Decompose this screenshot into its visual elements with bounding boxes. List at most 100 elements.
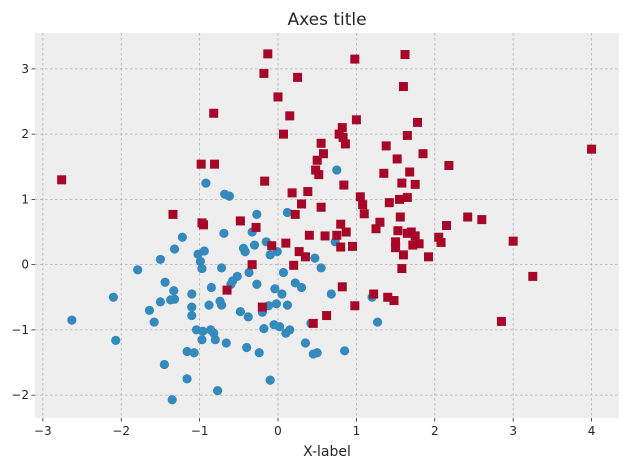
square-marker-point	[57, 175, 67, 185]
circle-marker-point	[282, 300, 293, 310]
square-marker-point	[318, 149, 328, 159]
square-marker-point	[369, 289, 379, 299]
circle-marker-point	[240, 247, 250, 257]
square-marker-point	[398, 250, 408, 260]
y-tick-label: 1	[21, 192, 29, 206]
square-marker-point	[347, 241, 357, 251]
circle-marker-point	[169, 294, 180, 304]
square-marker-point	[395, 194, 405, 204]
circle-marker-point	[216, 300, 227, 310]
square-marker-point	[332, 230, 342, 240]
square-marker-point	[496, 316, 506, 326]
square-marker-point	[341, 227, 351, 237]
square-marker-point	[304, 230, 314, 240]
y-tick-label: 0	[21, 258, 29, 272]
square-marker-point	[375, 217, 385, 227]
circle-marker-point	[326, 289, 336, 299]
circle-marker-point	[144, 305, 155, 315]
circle-marker-point	[242, 342, 252, 353]
circle-marker-point	[312, 348, 322, 358]
square-marker-point	[222, 285, 232, 295]
y-tick-label: 3	[21, 62, 29, 76]
circle-marker-point	[133, 265, 143, 275]
square-marker-point	[312, 155, 322, 165]
square-marker-point	[444, 160, 454, 170]
circle-marker-point	[216, 263, 227, 273]
square-marker-point	[402, 192, 412, 202]
square-marker-point	[351, 115, 361, 125]
square-marker-point	[393, 226, 403, 236]
square-marker-point	[359, 209, 369, 219]
circle-marker-point	[265, 375, 275, 385]
circle-marker-point	[300, 338, 311, 348]
x-tick-label: 1	[353, 424, 361, 438]
x-tick-label: −3	[34, 424, 52, 438]
square-marker-point	[442, 221, 452, 230]
square-marker-point	[398, 82, 408, 92]
square-marker-point	[297, 199, 307, 209]
square-marker-point	[278, 129, 288, 139]
circle-marker-point	[332, 165, 342, 175]
circle-marker-point	[155, 254, 166, 265]
square-marker-point	[247, 260, 257, 270]
square-marker-point	[290, 209, 300, 219]
square-marker-point	[381, 141, 391, 151]
square-marker-point	[371, 224, 381, 234]
square-marker-point	[308, 318, 318, 328]
square-marker-point	[320, 231, 330, 241]
circle-marker-point	[219, 228, 229, 238]
circle-marker-point	[187, 310, 197, 321]
y-tick-label: −2	[11, 388, 29, 402]
circle-marker-point	[254, 348, 264, 358]
square-marker-point	[397, 178, 407, 188]
circle-marker-point	[243, 312, 253, 322]
square-marker-point	[285, 111, 295, 121]
square-marker-point	[293, 72, 303, 82]
circle-marker-point	[197, 335, 207, 345]
square-marker-point	[289, 260, 299, 270]
x-axis-label: X-label	[303, 444, 351, 460]
circle-marker-point	[249, 240, 260, 250]
circle-marker-point	[199, 246, 209, 256]
circle-marker-point	[296, 282, 307, 293]
square-marker-point	[339, 180, 349, 190]
circle-marker-point	[167, 395, 177, 405]
circle-marker-point	[187, 289, 197, 299]
square-marker-point	[257, 302, 267, 312]
circle-marker-point	[270, 284, 280, 294]
square-marker-point	[336, 219, 346, 229]
circle-marker-point	[282, 207, 293, 218]
circle-marker-point	[204, 300, 214, 310]
square-marker-point	[350, 301, 360, 311]
square-marker-point	[410, 231, 420, 241]
circle-marker-point	[224, 191, 235, 201]
circle-marker-point	[169, 244, 180, 254]
square-marker-point	[259, 68, 269, 78]
tick-labels: −3 −2 −1 0 1 2 3 4 −2 −1 0 1 2 3	[11, 62, 595, 438]
x-tick-label: 2	[431, 424, 439, 438]
circle-marker-point	[232, 271, 242, 281]
circle-marker-point	[195, 256, 206, 266]
square-marker-point	[199, 220, 209, 230]
data-points	[57, 49, 597, 405]
square-marker-point	[340, 139, 350, 149]
square-marker-point	[355, 192, 365, 202]
square-marker-point	[408, 240, 418, 250]
square-marker-point	[316, 138, 326, 148]
circle-marker-point	[67, 315, 77, 325]
circle-marker-point	[201, 178, 211, 188]
square-marker-point	[263, 49, 273, 59]
square-marker-point	[196, 159, 206, 169]
square-marker-point	[322, 311, 332, 321]
circle-marker-point	[271, 299, 282, 309]
square-marker-point	[402, 130, 412, 140]
circle-marker-point	[111, 335, 121, 345]
square-marker-point	[414, 239, 424, 249]
square-marker-point	[337, 123, 347, 133]
x-tick-label: 0	[274, 424, 282, 438]
square-marker-point	[338, 132, 348, 142]
square-marker-point	[391, 237, 401, 247]
circle-marker-point	[160, 277, 170, 287]
square-marker-point	[311, 165, 321, 175]
